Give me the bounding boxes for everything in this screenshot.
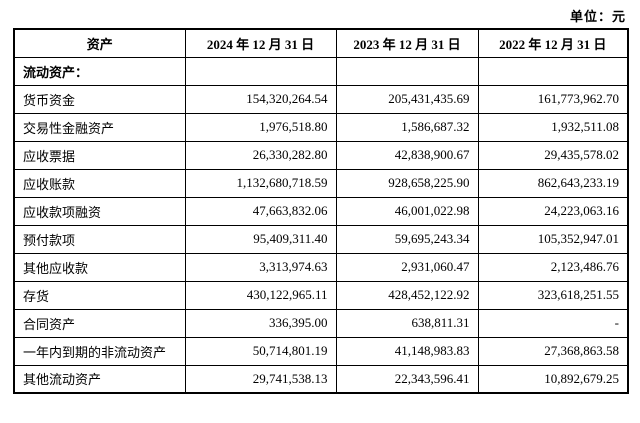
table-row: 其他流动资产 29,741,538.13 22,343,596.41 10,892,6… bbox=[13, 364, 629, 394]
table-row: 一年内到期的非流动资产 50,714,801.19 41,148,983.83 27,… bbox=[13, 336, 629, 366]
cell-value: 22,343,596.41 bbox=[335, 364, 479, 394]
row-label: 合同资产 bbox=[13, 308, 186, 338]
col-header-2024: 2024 年 12 月 31 日 bbox=[184, 28, 337, 58]
cell-value bbox=[335, 56, 479, 86]
col-header-asset: 资产 bbox=[13, 28, 186, 58]
cell-value: 59,695,243.34 bbox=[335, 224, 479, 254]
cell-value: 47,663,832.06 bbox=[184, 196, 337, 226]
cell-value: 928,658,225.90 bbox=[335, 168, 479, 198]
table-row: 预付款项 95,409,311.40 59,695,243.34 105,352,94… bbox=[13, 224, 629, 254]
row-label: 应收款项融资 bbox=[13, 196, 186, 226]
cell-value: 1,586,687.32 bbox=[335, 112, 479, 142]
cell-value: 862,643,233.19 bbox=[477, 168, 629, 198]
unit-label: 单位：元 bbox=[569, 9, 626, 24]
col-header-2023: 2023 年 12 月 31 日 bbox=[335, 28, 479, 58]
col-header-2022: 2022 年 12 月 31 日 bbox=[477, 28, 629, 58]
cell-value: 2,931,060.47 bbox=[335, 252, 479, 282]
cell-value: 27,368,863.58 bbox=[477, 336, 629, 366]
cell-value: 95,409,311.40 bbox=[184, 224, 337, 254]
row-label: 流动资产： bbox=[13, 56, 186, 86]
table-row: 合同资产 336,395.00 638,811.31- bbox=[13, 308, 629, 338]
row-label: 其他流动资产 bbox=[13, 364, 186, 394]
row-label: 存货 bbox=[13, 280, 186, 310]
assets-table-body: 流动资产： 货币资金 154,320,264.54 205,431,435.69 161… bbox=[13, 56, 629, 394]
row-label: 一年内到期的非流动资产 bbox=[13, 336, 186, 366]
cell-value: 10,892,679.25 bbox=[477, 364, 629, 394]
cell-value: 205,431,435.69 bbox=[335, 84, 479, 114]
cell-value: 430,122,965.11 bbox=[184, 280, 337, 310]
cell-value bbox=[477, 56, 629, 86]
cell-value: 24,223,063.16 bbox=[477, 196, 629, 226]
table-row: 交易性金融资产 1,976,518.80 1,586,687.32 1,932,511… bbox=[13, 112, 629, 142]
cell-value: 638,811.31 bbox=[335, 308, 479, 338]
table-row: 存货 430,122,965.11 428,452,122.92 323,618,25… bbox=[13, 280, 629, 310]
row-label: 交易性金融资产 bbox=[13, 112, 186, 142]
cell-value: 46,001,022.98 bbox=[335, 196, 479, 226]
cell-value: - bbox=[477, 308, 629, 338]
row-label: 货币资金 bbox=[13, 84, 186, 114]
table-row: 货币资金 154,320,264.54 205,431,435.69 161,773,… bbox=[13, 84, 629, 114]
row-label: 应收票据 bbox=[13, 140, 186, 170]
cell-value: 2,123,486.76 bbox=[477, 252, 629, 282]
table-row: 应收票据 26,330,282.80 42,838,900.67 29,435,578… bbox=[13, 140, 629, 170]
cell-value: 29,741,538.13 bbox=[184, 364, 337, 394]
cell-value: 50,714,801.19 bbox=[184, 336, 337, 366]
table-row: 其他应收款 3,313,974.63 2,931,060.47 2,123,486.7… bbox=[13, 252, 629, 282]
row-label: 预付款项 bbox=[13, 224, 186, 254]
cell-value: 428,452,122.92 bbox=[335, 280, 479, 310]
cell-value: 1,932,511.08 bbox=[477, 112, 629, 142]
cell-value: 26,330,282.80 bbox=[184, 140, 337, 170]
cell-value: 29,435,578.02 bbox=[477, 140, 629, 170]
assets-table-header: 资产 2024 年 12 月 31 日 2023 年 12 月 31 日 202… bbox=[13, 28, 629, 58]
cell-value: 323,618,251.55 bbox=[477, 280, 629, 310]
cell-value: 336,395.00 bbox=[184, 308, 337, 338]
cell-value: 3,313,974.63 bbox=[184, 252, 337, 282]
table-row: 应收款项融资 47,663,832.06 46,001,022.98 24,223,0… bbox=[13, 196, 629, 226]
cell-value: 154,320,264.54 bbox=[184, 84, 337, 114]
header-row: 资产 2024 年 12 月 31 日 2023 年 12 月 31 日 202… bbox=[13, 28, 629, 58]
cell-value: 41,148,983.83 bbox=[335, 336, 479, 366]
row-label: 应收账款 bbox=[13, 168, 186, 198]
cell-value: 1,132,680,718.59 bbox=[184, 168, 337, 198]
cell-value bbox=[184, 56, 337, 86]
row-label: 其他应收款 bbox=[13, 252, 186, 282]
cell-value: 161,773,962.70 bbox=[477, 84, 629, 114]
cell-value: 1,976,518.80 bbox=[184, 112, 337, 142]
cell-value: 105,352,947.01 bbox=[477, 224, 629, 254]
cell-value: 42,838,900.67 bbox=[335, 140, 479, 170]
assets-table: 资产 2024 年 12 月 31 日 2023 年 12 月 31 日 202… bbox=[13, 28, 629, 394]
table-row: 应收账款 1,132,680,718.59 928,658,225.90 862,64… bbox=[13, 168, 629, 198]
table-row: 流动资产： bbox=[13, 56, 629, 86]
